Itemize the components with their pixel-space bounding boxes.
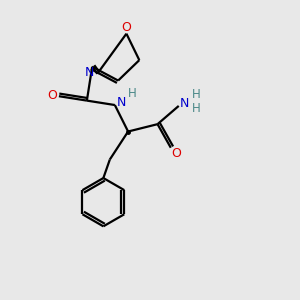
Text: H: H (191, 88, 200, 100)
Text: O: O (47, 89, 57, 102)
Text: N: N (117, 96, 126, 109)
Text: N: N (84, 66, 94, 79)
Text: O: O (122, 21, 131, 34)
Text: N: N (180, 97, 189, 110)
Text: H: H (128, 87, 137, 100)
Text: O: O (171, 146, 181, 160)
Text: H: H (192, 102, 201, 115)
